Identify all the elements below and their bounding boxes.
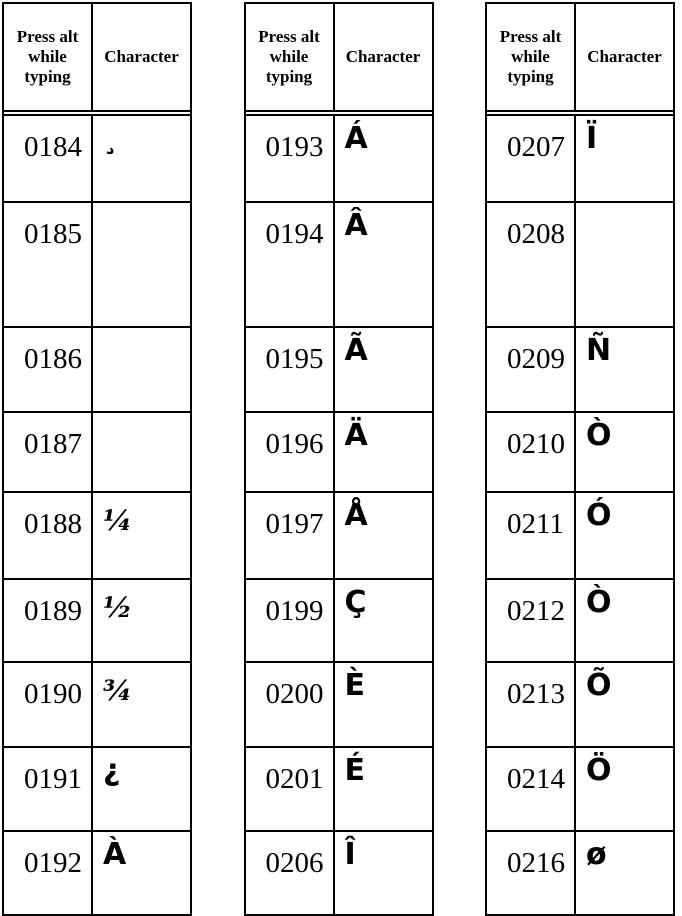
alt-code-cell: 0211 (487, 493, 576, 578)
alt-code-cell: 0207 (487, 116, 576, 201)
table-row: 0193 Á (246, 116, 432, 201)
alt-code-cell: 0184 (4, 116, 93, 201)
character-cell: È (344, 668, 366, 703)
alt-code-cell: 0209 (487, 328, 576, 411)
alt-code-cell: 0210 (487, 413, 576, 491)
table-row: 0190 ¾ (4, 661, 190, 746)
table-row: 0189 ½ (4, 578, 190, 661)
character-cell: Â (344, 208, 368, 243)
alt-code-cell: 0196 (246, 413, 335, 491)
character-cell: Ö (586, 753, 612, 788)
character-cell: À (103, 837, 127, 872)
alt-code-cell: 0189 (4, 580, 93, 661)
alt-table-3: Press alt while typing Character 0207 Ï … (485, 2, 675, 916)
table-row: 0185 (4, 201, 190, 326)
character-cell: Ò (586, 585, 612, 620)
alt-code-cell: 0208 (487, 203, 576, 326)
press-alt-column-header: Press alt while typing (246, 4, 335, 110)
alt-code-cell: 0197 (246, 493, 335, 578)
character-column-header: Character (345, 46, 421, 66)
table-row: 0187 (4, 411, 190, 491)
table-row: 0207 Ï (487, 116, 673, 201)
alt-code-cell: 0187 (4, 413, 93, 491)
alt-code-cell: 0185 (4, 203, 93, 326)
table-row: 0216 ø (487, 830, 673, 914)
table-row: 0212 Ò (487, 578, 673, 661)
alt-code-cell: 0192 (4, 832, 93, 914)
character-cell: ¾ (103, 674, 133, 707)
alt-table-2: Press alt while typing Character 0193 Á … (243, 2, 434, 916)
table-row: 0194 Â (245, 201, 432, 326)
table-row: 0184 ¸ (4, 116, 190, 201)
alt-code-cell: 0213 (487, 663, 576, 746)
alt-code-cell: 0216 (487, 832, 576, 914)
table-row: 0213 Õ (487, 661, 673, 746)
table-row: 0208 (487, 201, 673, 326)
alt-code-cell: 0193 (246, 116, 335, 201)
alt-code-cell: 0199 (246, 580, 335, 661)
table-row: 0206 Î (245, 830, 432, 914)
table-row: 0200 È (245, 661, 432, 746)
table-header-row: Press alt while typing Character (487, 4, 673, 116)
alt-code-cell: 0195 (246, 328, 335, 411)
press-alt-column-header: Press alt while typing (487, 4, 576, 110)
character-cell: É (344, 753, 366, 788)
character-cell: Å (344, 498, 368, 533)
character-cell (93, 413, 190, 491)
table-row: 0197 Å (245, 491, 432, 578)
table-row: 0210 Ò (487, 411, 673, 491)
character-cell: ¸ (103, 121, 118, 156)
character-cell: Á (344, 121, 368, 156)
alt-code-cell: 0194 (246, 203, 335, 326)
alt-code-cell: 0212 (487, 580, 576, 661)
character-column-header: Character (587, 46, 662, 66)
alt-table-1: Press alt while typing Character 0184 ¸ … (2, 2, 192, 916)
table-row: 0191 ¿ (4, 746, 190, 830)
character-cell: ½ (103, 591, 133, 624)
alt-code-cell: 0214 (487, 748, 576, 830)
alt-code-cell: 0206 (246, 832, 335, 914)
character-cell: Ó (586, 498, 612, 533)
alt-code-cell: 0201 (246, 748, 335, 830)
character-cell: Ä (344, 418, 368, 453)
table-header-row: Press alt while typing Character (4, 4, 190, 116)
table-row: 0209 Ñ (487, 326, 673, 411)
table-row: 0196 Ä (245, 411, 432, 491)
character-cell (576, 203, 673, 326)
character-cell: ¿ (103, 753, 121, 788)
alt-code-cell: 0200 (246, 663, 335, 746)
alt-code-cell: 0188 (4, 493, 93, 578)
alt-code-cell: 0191 (4, 748, 93, 830)
table-header-row: Press alt while typing Character (245, 4, 432, 116)
character-cell: ¼ (103, 504, 133, 537)
character-column-header: Character (104, 46, 179, 66)
character-cell: Õ (586, 668, 612, 703)
press-alt-column-header: Press alt while typing (4, 4, 93, 110)
table-row: 0186 (4, 326, 190, 411)
table-row: 0211 Ó (487, 491, 673, 578)
character-cell: Ç (344, 585, 367, 620)
table-row: 0192 À (4, 830, 190, 914)
character-cell: Ã (344, 333, 368, 368)
character-cell: Ï (586, 121, 598, 156)
alt-code-cell: 0190 (4, 663, 93, 746)
character-cell: ø (586, 837, 607, 872)
character-cell (93, 328, 190, 411)
alt-code-cell: 0186 (4, 328, 93, 411)
table-row: 0214 Ö (487, 746, 673, 830)
character-cell (93, 203, 190, 326)
table-row: 0201 É (245, 746, 432, 830)
table-row: 0199 Ç (245, 578, 432, 661)
character-cell: Ò (586, 418, 612, 453)
character-cell: Ñ (586, 333, 612, 368)
character-cell: Î (344, 837, 356, 872)
table-row: 0195 Ã (245, 326, 432, 411)
table-row: 0188 ¼ (4, 491, 190, 578)
